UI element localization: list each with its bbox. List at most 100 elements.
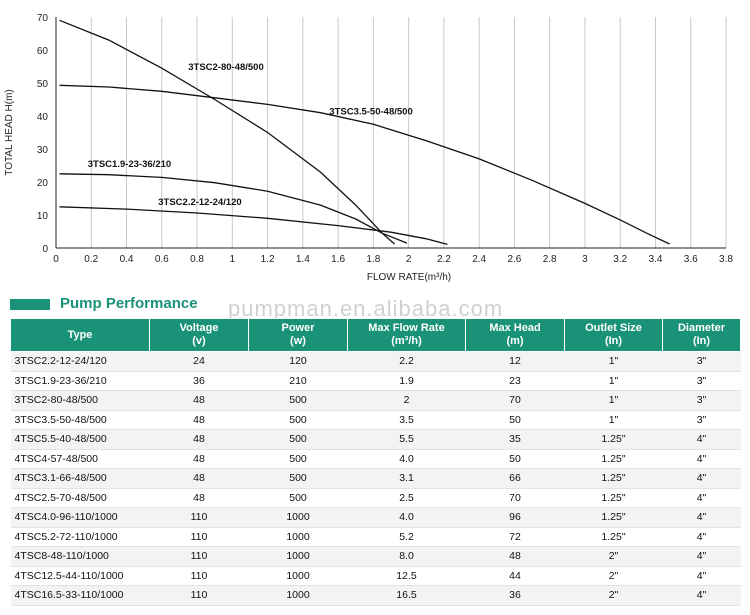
table-header-row: Type Voltage (v) Power (w) Max Flow Rate (m³/h… bbox=[10, 318, 741, 352]
table-cell: 110 bbox=[149, 527, 249, 547]
table-cell: 50 bbox=[465, 410, 565, 430]
x-tick-label: 1.2 bbox=[261, 254, 275, 265]
table-cell: 1" bbox=[564, 390, 663, 411]
table-cell: 12.5 bbox=[347, 566, 466, 586]
table-cell: 35 bbox=[465, 429, 565, 450]
table-row: 3TSC2-80-48/500 48 500 2 70 1" 3" bbox=[10, 390, 741, 411]
table-cell: 500 bbox=[248, 390, 348, 411]
series-line-2 bbox=[59, 173, 408, 244]
x-tick-label: 0.2 bbox=[84, 254, 98, 265]
column-header-label: Max Head bbox=[489, 322, 541, 334]
column-header-label: Diameter bbox=[677, 322, 726, 334]
x-axis-label: FLOW RATE(m³/h) bbox=[367, 272, 451, 283]
table-cell: 1.25" bbox=[564, 527, 663, 547]
y-tick-label: 60 bbox=[37, 46, 49, 57]
watermark-text: pumpman.en.alibaba.com bbox=[228, 296, 504, 321]
table-cell: 2 bbox=[347, 390, 466, 411]
type-cell: 4TSC8-48-110/1000 bbox=[10, 546, 150, 567]
column-header: Voltage (v) bbox=[149, 318, 249, 352]
table-cell: 8.0 bbox=[347, 546, 466, 567]
table-cell: 48 bbox=[149, 488, 249, 508]
column-header: Outlet Size (In) bbox=[564, 318, 663, 352]
y-tick-label: 70 bbox=[37, 13, 49, 24]
table-cell: 24 bbox=[149, 351, 249, 372]
table-cell: 48 bbox=[149, 468, 249, 489]
column-header-unit: (m) bbox=[506, 335, 524, 347]
table-cell: 1.25" bbox=[564, 468, 663, 489]
column-header-label: Max Flow Rate bbox=[368, 322, 445, 334]
type-cell: 4TSC3.1-66-48/500 bbox=[10, 468, 150, 489]
series-label: 3TSC1.9-23-36/210 bbox=[88, 159, 171, 170]
column-header-label: Voltage bbox=[179, 322, 219, 334]
table-cell: 1000 bbox=[248, 527, 348, 547]
table-cell: 48 bbox=[149, 429, 249, 450]
table-cell: 3.1 bbox=[347, 468, 466, 489]
x-tick-label: 0.6 bbox=[155, 254, 169, 265]
table-row: 3TSC3.5-50-48/500 48 500 3.5 50 1" 3" bbox=[10, 410, 741, 430]
series-line-1 bbox=[59, 84, 670, 245]
table-cell: 48 bbox=[465, 546, 565, 567]
type-cell: 3TSC2.2-12-24/120 bbox=[10, 351, 150, 372]
table-cell: 23 bbox=[465, 371, 565, 391]
series-line-3 bbox=[59, 206, 448, 246]
table-cell: 1000 bbox=[248, 566, 348, 586]
table-cell: 4" bbox=[662, 566, 741, 586]
table-cell: 500 bbox=[248, 449, 348, 469]
table-row: 3TSC2.2-12-24/120 24 120 2.2 12 1" 3" bbox=[10, 351, 741, 372]
table-cell: 36 bbox=[465, 585, 565, 606]
table-cell: 48 bbox=[149, 390, 249, 411]
x-tick-label: 2.4 bbox=[472, 254, 486, 265]
column-header-unit: (In) bbox=[604, 335, 623, 347]
table-cell: 12 bbox=[465, 351, 565, 372]
table-cell: 50 bbox=[465, 449, 565, 469]
type-cell: 3TSC3.5-50-48/500 bbox=[10, 410, 150, 430]
table-cell: 3" bbox=[662, 351, 741, 372]
table-cell: 16.5 bbox=[347, 585, 466, 606]
table-cell: 1000 bbox=[248, 546, 348, 567]
table-cell: 1.9 bbox=[347, 371, 466, 391]
section-header: Pump Performance bbox=[0, 294, 750, 318]
type-cell: 4TSC4-57-48/500 bbox=[10, 449, 150, 469]
table-cell: 72 bbox=[465, 527, 565, 547]
table-cell: 2" bbox=[564, 546, 663, 567]
table-cell: 3" bbox=[662, 390, 741, 411]
x-tick-label: 0 bbox=[53, 254, 59, 265]
type-cell: 4TSC2.5-70-48/500 bbox=[10, 488, 150, 508]
column-header-unit: (v) bbox=[192, 335, 206, 347]
table-cell: 1.25" bbox=[564, 507, 663, 528]
table-cell: 1000 bbox=[248, 507, 348, 528]
x-tick-label: 3.6 bbox=[684, 254, 698, 265]
table-cell: 1.25" bbox=[564, 488, 663, 508]
table-cell: 4.0 bbox=[347, 449, 466, 469]
type-cell: 4TSC12.5-44-110/1000 bbox=[10, 566, 150, 586]
x-tick-label: 3 bbox=[582, 254, 588, 265]
series-label: 3TSC3.5-50-48/500 bbox=[329, 106, 412, 117]
section-title: Pump Performance bbox=[60, 295, 198, 312]
x-tick-label: 3.8 bbox=[719, 254, 733, 265]
y-tick-label: 40 bbox=[37, 112, 49, 123]
y-tick-label: 30 bbox=[37, 145, 49, 156]
column-header-label: Type bbox=[67, 328, 93, 341]
y-tick-label: 50 bbox=[37, 79, 49, 90]
table-cell: 210 bbox=[248, 371, 348, 391]
table-cell: 5.5 bbox=[347, 429, 466, 450]
table-cell: 110 bbox=[149, 585, 249, 606]
table-cell: 3" bbox=[662, 410, 741, 430]
x-tick-label: 2.2 bbox=[437, 254, 451, 265]
table-cell: 1" bbox=[564, 410, 663, 430]
table-cell: 1" bbox=[564, 351, 663, 372]
table-cell: 110 bbox=[149, 546, 249, 567]
table-cell: 1.25" bbox=[564, 429, 663, 450]
table-cell: 4" bbox=[662, 429, 741, 450]
table-row: 4TSC12.5-44-110/1000 110 1000 12.5 44 2" 4" bbox=[10, 566, 741, 586]
table-cell: 70 bbox=[465, 390, 565, 411]
column-header: Diameter (In) bbox=[662, 318, 741, 352]
table-cell: 4" bbox=[662, 449, 741, 469]
table-cell: 4" bbox=[662, 546, 741, 567]
column-header-label: Power bbox=[281, 322, 315, 334]
x-tick-label: 0.4 bbox=[120, 254, 134, 265]
table-cell: 5.2 bbox=[347, 527, 466, 547]
table-cell: 4" bbox=[662, 585, 741, 606]
table-cell: 44 bbox=[465, 566, 565, 586]
x-tick-label: 2.6 bbox=[507, 254, 521, 265]
